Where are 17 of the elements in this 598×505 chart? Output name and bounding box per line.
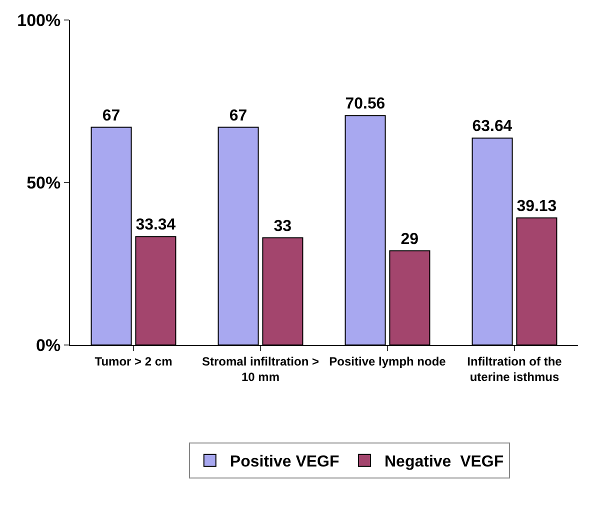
data-label: 39.13 [516, 198, 557, 215]
x-tick-label: Positive lymph node [329, 354, 446, 368]
legend-label: Negative VEGF [384, 454, 504, 471]
data-label: 29 [400, 230, 419, 248]
data-label: 67 [229, 107, 248, 124]
x-tick-label: Infiltration of the uterine isthmus [467, 354, 562, 384]
x-tick-label: Stromal infiltration > 10 mm [202, 354, 320, 384]
data-label: 33.34 [136, 216, 176, 234]
x-tick-label: Tumor > 2 cm [94, 354, 172, 368]
data-label: 70.56 [345, 96, 386, 113]
data-label: 67 [102, 107, 120, 124]
data-label: 63.64 [472, 118, 512, 136]
y-tick-label: 100% [17, 10, 61, 30]
y-tick-label: 50% [26, 173, 61, 192]
data-label: 33 [274, 218, 292, 235]
legend-label: Positive VEGF [230, 454, 340, 471]
y-tick-label: 0% [36, 336, 61, 355]
